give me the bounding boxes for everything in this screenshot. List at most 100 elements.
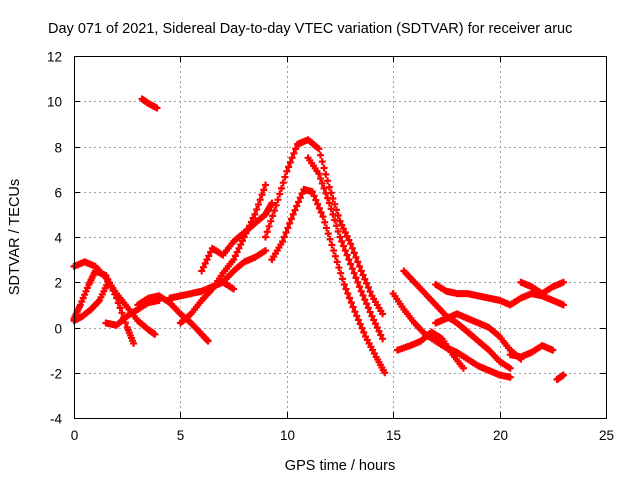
data-point: [348, 265, 356, 273]
data-point: [366, 308, 374, 316]
data-point: [364, 304, 372, 312]
data-point: [107, 283, 115, 291]
data-point: [281, 173, 289, 181]
data-point: [325, 183, 333, 191]
data-point: [340, 281, 348, 289]
data-point: [113, 294, 121, 302]
data-point: [287, 215, 295, 223]
data-point: [334, 227, 342, 235]
data-point: [268, 199, 276, 207]
data-point: [351, 308, 359, 316]
series-track-m: [304, 154, 387, 343]
series-track-k: [262, 136, 387, 318]
series-track-r: [432, 310, 525, 363]
series-track-s: [506, 342, 557, 361]
data-point: [506, 364, 514, 372]
data-point: [345, 256, 353, 264]
data-point: [109, 287, 117, 295]
data-point: [377, 331, 385, 339]
chart-title: Day 071 of 2021, Sidereal Day-to-day VTE…: [48, 21, 572, 37]
data-point: [331, 200, 339, 208]
data-point: [357, 287, 365, 295]
data-point: [274, 196, 282, 204]
data-point: [379, 335, 387, 343]
data-point: [265, 222, 273, 230]
series-track-b: [70, 267, 138, 347]
data-point: [293, 202, 301, 210]
data-point: [343, 251, 351, 259]
data-point: [153, 104, 161, 112]
data-point: [116, 304, 124, 312]
data-point: [328, 241, 336, 249]
data-point: [207, 248, 215, 256]
data-point: [201, 259, 209, 267]
series-track-e: [138, 95, 161, 112]
data-point: [379, 310, 387, 318]
data-point: [262, 181, 270, 189]
series-track-l: [268, 185, 389, 377]
data-point: [360, 328, 368, 336]
data-point: [353, 312, 361, 320]
data-point: [102, 271, 110, 279]
data-point: [459, 364, 467, 372]
data-point: [359, 271, 367, 279]
y-tick-label: 8: [54, 141, 62, 156]
data-point: [324, 177, 332, 185]
data-point: [332, 222, 340, 230]
y-tick-labels: -4 -2 0 2 4 6 8 10 12: [47, 50, 63, 427]
data-point: [322, 170, 330, 178]
data-point: [345, 236, 353, 244]
data-point: [263, 228, 271, 236]
data-point: [253, 205, 261, 213]
data-point: [336, 217, 344, 225]
data-point: [559, 278, 567, 286]
data-point: [549, 346, 557, 354]
tick-marks: [74, 56, 607, 419]
y-tick-label: 6: [54, 186, 62, 201]
data-point: [335, 264, 343, 272]
data-point: [338, 238, 346, 246]
data-point: [330, 247, 338, 255]
data-point: [118, 309, 126, 317]
data-point: [291, 206, 299, 214]
data-point: [233, 248, 241, 256]
data-point: [204, 337, 212, 345]
data-point: [251, 210, 259, 218]
data-point: [350, 249, 358, 257]
data-point: [315, 145, 323, 153]
data-point: [352, 274, 360, 282]
data-point: [346, 294, 354, 302]
data-point: [359, 291, 367, 299]
data-point: [279, 238, 287, 246]
data-point: [267, 217, 275, 225]
series-track-u: [553, 371, 567, 384]
data-point: [260, 186, 268, 194]
data-point: [231, 252, 239, 260]
data-point: [262, 233, 270, 241]
data-point: [329, 210, 337, 218]
data-point: [286, 219, 294, 227]
data-point: [321, 218, 329, 226]
data-point: [347, 260, 355, 268]
data-point: [334, 212, 342, 220]
data-point: [312, 196, 320, 204]
data-point: [342, 285, 350, 293]
data-point: [354, 278, 362, 286]
x-tick-label: 20: [493, 428, 508, 443]
data-point: [559, 371, 567, 379]
series-track-c: [70, 278, 112, 325]
data-point: [256, 196, 264, 204]
x-tick-label: 0: [71, 428, 79, 443]
data-point: [104, 278, 112, 286]
data-point: [333, 258, 341, 266]
data-point: [315, 204, 323, 212]
series-track-o: [400, 267, 514, 372]
data-point: [315, 170, 323, 178]
data-point: [381, 369, 389, 377]
data-point: [151, 330, 159, 338]
data-point: [348, 244, 356, 252]
data-point: [325, 199, 333, 207]
data-point: [280, 233, 288, 241]
data-point: [331, 252, 339, 260]
